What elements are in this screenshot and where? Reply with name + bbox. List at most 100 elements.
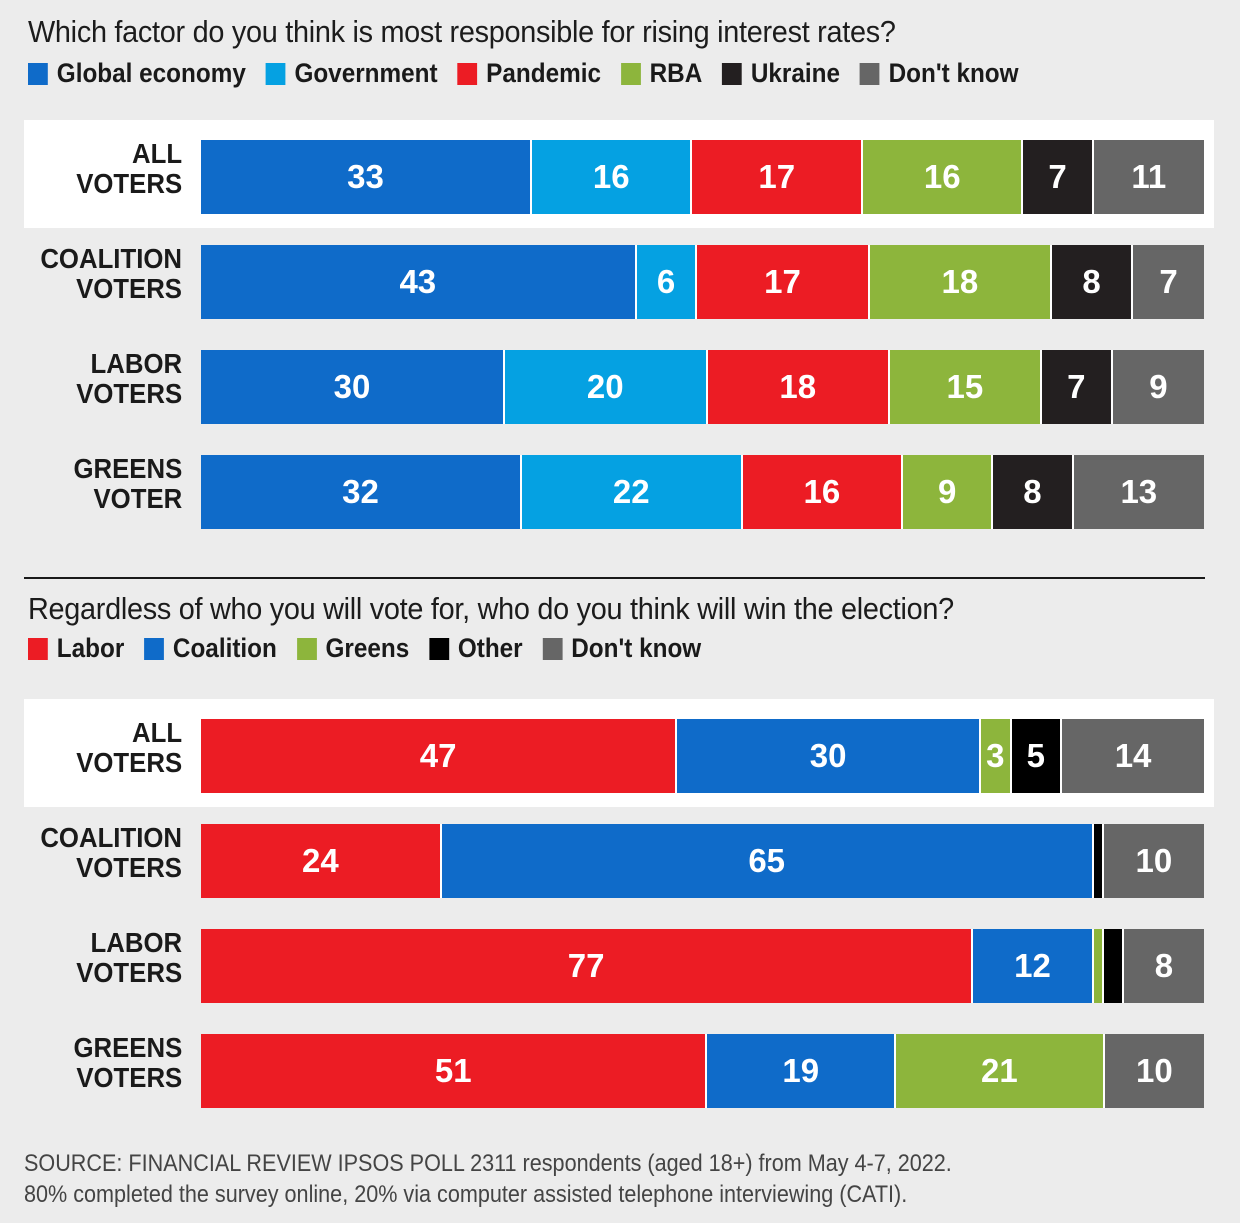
data-label: 33 [347,158,384,195]
data-label: 51 [434,1052,472,1089]
legend-item-other: Other [429,633,523,664]
bar-segment-labor: 47 [201,719,678,793]
data-label: 19 [782,1052,820,1089]
data-label: 43 [399,263,437,300]
data-label: 20 [586,368,624,405]
row-label-line: LABOR [90,348,182,379]
legend-swatch [620,62,641,85]
stacked-bar: 30 20 18 15 7 9 [201,350,1204,424]
legend-item-don-t-know: Don't know [542,633,701,664]
bar-segment-government: 16 [531,140,693,214]
legend-swatch [457,62,478,85]
legend-item-labor: Labor [28,633,124,664]
row-labor-voters: LABOR VOTERS 30 20 18 15 7 9 [24,330,1214,438]
data-label: 15 [946,368,984,405]
data-label: 3 [986,737,1005,774]
legend-item-global-economy: Global economy [28,58,246,89]
row-label-line: COALITION [40,243,182,274]
row-label-line: VOTERS [76,378,182,409]
stacked-bar: 51 19 21 10 [201,1034,1204,1108]
data-label: 7 [1048,158,1067,195]
legend-swatch [28,637,48,660]
stacked-bar: 24 65 10 [201,824,1204,898]
legend-item-rba: RBA [620,58,702,89]
bar-segment-greens: 3 [981,719,1012,793]
data-label: 10 [1135,842,1173,879]
legend-label: Government [294,58,438,88]
row-label: GREENS VOTERS [73,1033,182,1093]
bar-segment-don-t-know: 7 [1133,245,1204,319]
legend-swatch [429,637,449,660]
row-label-line: VOTERS [76,852,182,883]
legend-swatch [859,62,880,85]
bar-segment-don-t-know: 13 [1073,455,1204,529]
data-label: 21 [981,1052,1018,1089]
data-label: 5 [1026,737,1045,774]
row-coalition-voters: COALITION VOTERS 24 65 10 [24,804,1214,912]
data-label: 77 [567,947,605,984]
legend-swatch [296,637,317,660]
bar-segment-don-t-know: 11 [1093,140,1204,214]
data-label: 8 [1023,473,1042,510]
data-label: 9 [938,473,957,510]
bar-segment-greens: 21 [896,1034,1105,1108]
bar-segment-ukraine: 8 [993,455,1074,529]
stacked-bar: 33 16 17 16 7 11 [201,140,1204,214]
chart1-title: Which factor do you think is most respon… [28,14,896,49]
stacked-bar: 77 12 8 [201,929,1204,1003]
row-label: COALITION VOTERS [40,244,182,304]
bar-segment-labor: 51 [201,1034,708,1108]
row-labor-voters: LABOR VOTERS 77 12 8 [24,909,1214,1017]
data-label: 65 [748,842,786,879]
stacked-bar: 47 30 3 5 14 [201,719,1204,793]
bar-segment-pandemic: 16 [742,455,904,529]
legend-label: Labor [56,633,125,663]
row-all-voters: ALL VOTERS 33 16 17 16 7 11 [24,120,1214,228]
stacked-bar: 32 22 16 9 8 13 [201,455,1204,529]
bar-segment-rba: 9 [903,455,994,529]
data-label: 14 [1114,737,1152,774]
bar-segment-rba: 15 [889,350,1042,424]
chart1-legend: Global economy Government Pandemic RBA Ukrai… [28,58,1038,89]
chart2-title: Regardless of who you will vote for, who… [28,591,954,626]
data-label: 9 [1149,368,1168,405]
bar-segment-pandemic: 17 [692,140,863,214]
legend-label: Don't know [888,58,1019,88]
chart1-plot: ALL VOTERS 33 16 17 16 7 11 COALITION VOTERS 43 6 17… [24,120,1214,550]
bar-segment-ukraine: 7 [1023,140,1094,214]
bar-segment-other [1103,929,1124,1003]
row-greens-voter: GREENS VOTER 32 22 16 9 8 13 [24,435,1214,543]
bar-segment-greens [1093,929,1104,1003]
source-line-2: 80% completed the survey online, 20% via… [24,1181,908,1208]
legend-label: Don't know [571,633,702,663]
data-label: 8 [1154,947,1174,984]
bar-segment-don-t-know: 10 [1104,1034,1204,1108]
legend-item-ukraine: Ukraine [722,58,840,89]
row-label: COALITION VOTERS [40,823,182,883]
bar-segment-global-economy: 30 [201,350,505,424]
bar-segment-global-economy: 43 [201,245,637,319]
data-label: 22 [612,473,650,510]
row-label-line: VOTERS [76,1062,182,1093]
bar-segment-don-t-know: 10 [1103,824,1204,898]
row-label-line: COALITION [40,822,182,853]
bar-segment-government: 6 [636,245,698,319]
bar-segment-don-t-know: 14 [1062,719,1204,793]
row-label-line: LABOR [90,927,182,958]
bar-segment-rba: 18 [869,245,1053,319]
bar-segment-government: 22 [521,455,743,529]
row-label: GREENS VOTER [73,454,182,514]
legend-item-greens: Greens [296,633,409,664]
source-line-1: SOURCE: FINANCIAL REVIEW IPSOS POLL 2311… [24,1150,952,1177]
section-divider [24,577,1205,579]
bar-segment-pandemic: 17 [697,245,870,319]
row-label-line: GREENS [73,453,182,484]
data-label: 30 [333,368,371,405]
row-label-line: GREENS [73,1032,182,1063]
legend-label: Pandemic [486,58,601,88]
bar-segment-other [1093,824,1104,898]
bar-segment-coalition: 19 [707,1034,897,1108]
row-label-line: VOTERS [76,168,182,199]
row-label-line: VOTERS [76,957,182,988]
legend-swatch [144,637,164,660]
